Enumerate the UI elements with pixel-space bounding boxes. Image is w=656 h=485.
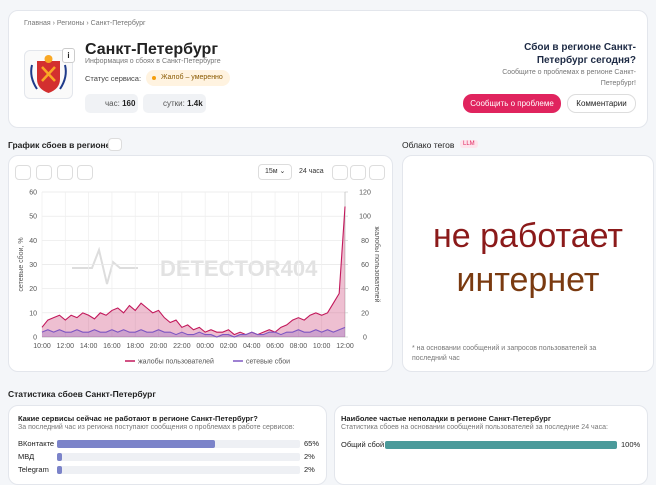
subtitle: Информация о сбоях в Санкт-Петербурге xyxy=(85,58,221,65)
crumb[interactable]: Регионы xyxy=(56,20,85,27)
screen-icon[interactable] xyxy=(108,138,122,151)
region-title: Санкт-Петербург xyxy=(85,41,218,58)
stat-value: 160 xyxy=(122,99,136,108)
bar-track xyxy=(57,466,300,474)
stat-day: сутки: 1.4k xyxy=(143,94,206,113)
card-subtitle: Статистика сбоев на основании сообщений … xyxy=(341,424,608,431)
card-title: Наиболее частые неполадки в регионе Санк… xyxy=(341,414,551,423)
bar-label: Telegram xyxy=(18,465,49,474)
tool-icon[interactable] xyxy=(77,165,93,180)
bar-value: 65% xyxy=(304,439,320,448)
bar-label: Общий сбой xyxy=(341,440,385,449)
bar xyxy=(57,440,215,448)
cta-text: Сообщите о проблемах в регионе Санкт-Пет… xyxy=(502,69,636,87)
comments-button[interactable]: Комментарии xyxy=(567,94,636,113)
next-button[interactable] xyxy=(369,165,385,180)
cta-title: Сбои в регионе Санкт-Петербург сегодня? xyxy=(524,42,636,66)
page: Главная › Регионы › Санкт-Петербург i Са… xyxy=(8,10,654,485)
info-badge[interactable]: i xyxy=(62,48,75,63)
section-title: Облако тегов xyxy=(402,140,455,150)
stat-hour: час: 160 xyxy=(85,94,138,113)
bar xyxy=(57,466,62,474)
stat-label: час: xyxy=(105,99,120,108)
bar-value: 100% xyxy=(621,440,641,449)
bar xyxy=(385,441,617,449)
bar-value: 2% xyxy=(304,465,315,474)
chart-card xyxy=(8,155,393,372)
period[interactable]: 24 часа xyxy=(299,168,324,175)
tag-word[interactable]: не работает xyxy=(432,217,624,255)
card-subtitle: За последний час из региона поступают со… xyxy=(18,424,295,431)
logo xyxy=(24,50,73,99)
tool-icon[interactable] xyxy=(15,165,31,180)
bar-label: ВКонтакте xyxy=(18,439,55,448)
interval-select[interactable]: 15м ⌄ xyxy=(258,164,292,180)
bar-track xyxy=(385,441,617,449)
calendar-button[interactable] xyxy=(350,165,366,180)
status: Жалоб – умеренно xyxy=(161,74,223,81)
bar xyxy=(57,453,62,461)
bar-label: МВД xyxy=(18,452,35,461)
coat-of-arms xyxy=(30,55,67,93)
section-title: Статистика сбоев Санкт-Петербург xyxy=(8,389,156,399)
bar-track xyxy=(57,453,300,461)
status-label: Статус сервиса: xyxy=(85,74,142,83)
llm-badge: LLM xyxy=(460,140,478,148)
tool-icon[interactable] xyxy=(57,165,73,180)
stat-value: 1.4k xyxy=(187,99,203,108)
tag-card xyxy=(402,155,654,372)
stat-label: сутки: xyxy=(163,99,185,108)
bar-value: 2% xyxy=(304,452,315,461)
section-title: График сбоев в регионе xyxy=(8,140,111,150)
bar-track xyxy=(57,440,300,448)
card-title: Какие сервисы сейчас не работают в регио… xyxy=(18,414,258,423)
breadcrumb: Главная › Регионы › Санкт-Петербург xyxy=(24,20,146,27)
tool-icon[interactable] xyxy=(36,165,52,180)
crumb[interactable]: Главная xyxy=(24,20,51,27)
tag-word[interactable]: интернет xyxy=(456,261,600,299)
interval: 15м xyxy=(265,168,278,175)
crumb: Санкт-Петербург xyxy=(90,20,146,27)
report-button[interactable]: Сообщить о проблеме xyxy=(463,94,561,113)
tag-note: * на основании сообщений и запросов поль… xyxy=(412,345,597,362)
status-badge: Жалоб – умеренно xyxy=(146,70,230,86)
prev-button[interactable] xyxy=(332,165,348,180)
